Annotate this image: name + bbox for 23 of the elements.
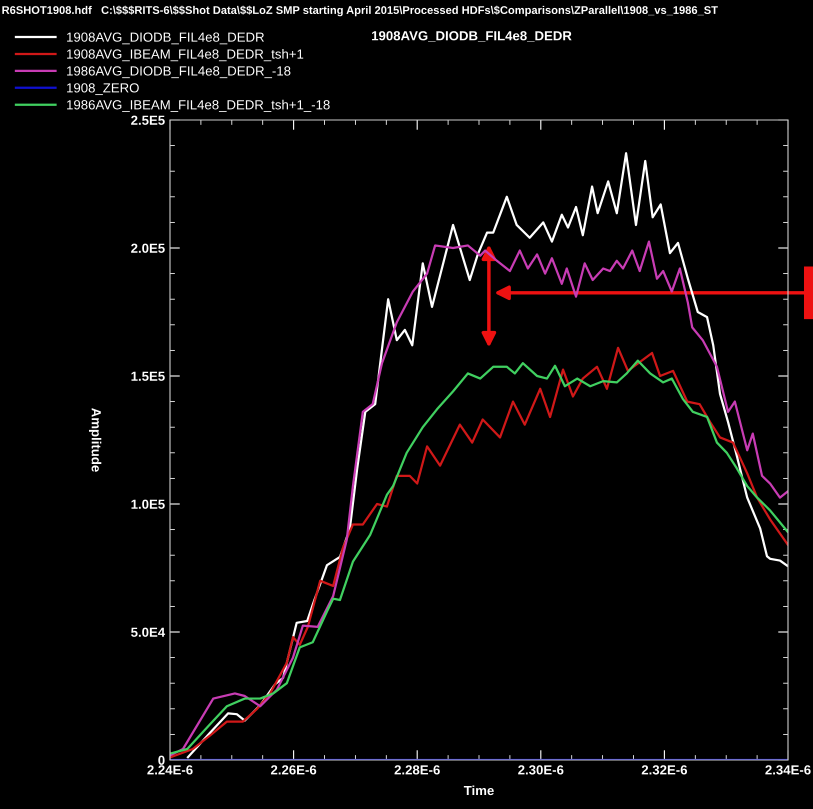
chart-title: R6SHOT1908.hdf C:\$$$RITS-6\$$Shot Data\$$LoZ SMP starting April 2015\Processed HDFs\$Comparisons\ZParallel\1908_vs_1986_ST [2, 6, 718, 16]
legend-label: 1986AVG_DIODB_FIL4e8_DEDR_-18 [67, 66, 290, 78]
y-tick-label: 1.0E5 [131, 500, 165, 509]
legend-label: 1986AVG_IBEAM_FIL4e8_DEDR_tsh+1_-18 [67, 100, 330, 112]
y-tick-label: 0 [158, 756, 165, 765]
y-tick-label: 1.5E5 [131, 372, 165, 381]
x-tick-label: 2.30E-6 [518, 765, 564, 775]
legend-label: 1908AVG_IBEAM_FIL4e8_DEDR_tsh+1 [67, 49, 304, 62]
chart-subtitle: 1908AVG_DIODB_FIL4e8_DEDR [372, 31, 572, 42]
x-tick-label: 2.34E-6 [765, 765, 811, 775]
x-tick-label: 2.26E-6 [270, 765, 316, 775]
legend-label: 1908AVG_DIODB_FIL4e8_DEDR [67, 32, 264, 44]
x-tick-label: 2.32E-6 [642, 765, 688, 775]
y-tick-label: 2.5E5 [131, 116, 165, 125]
x-axis-title: Time [464, 785, 494, 796]
y-tick-label: 2.0E5 [131, 244, 165, 253]
line-series [186, 152, 788, 758]
y-tick-label: 5.0E4 [131, 628, 166, 637]
x-tick-label: 2.24E-6 [147, 765, 193, 775]
y-axis-title: Amplitude [88, 408, 102, 472]
x-tick-label: 2.28E-6 [394, 765, 440, 775]
legend-label: 1908_ZERO [67, 83, 139, 96]
line-series [170, 240, 788, 756]
